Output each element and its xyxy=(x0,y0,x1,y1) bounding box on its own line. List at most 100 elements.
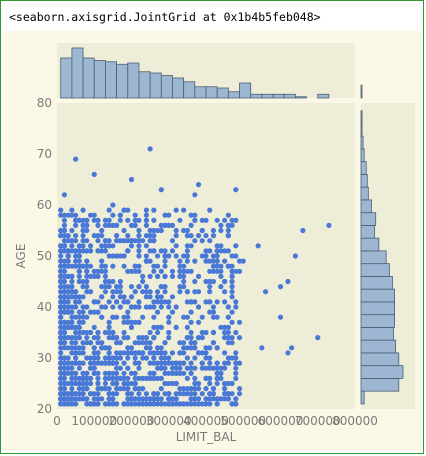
scatter-point xyxy=(84,222,90,228)
scatter-point xyxy=(117,386,123,392)
x-hist-bar xyxy=(272,93,285,99)
scatter-point xyxy=(181,253,187,259)
scatter-point xyxy=(58,304,64,310)
scatter-point xyxy=(76,365,82,371)
scatter-point xyxy=(99,386,105,392)
scatter-point xyxy=(184,268,190,274)
scatter-point xyxy=(102,375,109,381)
scatter-point xyxy=(203,248,209,254)
scatter-point xyxy=(76,324,82,330)
scatter-point xyxy=(158,268,164,274)
scatter-point xyxy=(147,370,153,376)
scatter-point xyxy=(76,335,82,341)
scatter-point xyxy=(91,391,97,397)
scatter-point xyxy=(80,263,86,269)
scatter-point xyxy=(61,340,68,346)
scatter-point xyxy=(76,258,82,264)
scatter-point xyxy=(218,222,224,228)
scatter-point xyxy=(158,299,164,305)
scatter-point xyxy=(162,401,168,407)
scatter-point xyxy=(87,273,94,279)
scatter-point xyxy=(184,248,190,254)
scatter-point xyxy=(233,370,239,376)
scatter-point xyxy=(91,212,97,218)
scatter-point xyxy=(136,243,142,249)
scatter-point xyxy=(84,268,90,274)
scatter-point xyxy=(173,360,179,366)
scatter-point xyxy=(229,355,235,361)
scatter-point xyxy=(169,294,176,300)
y-tick-label: 30 xyxy=(37,351,52,365)
scatter-point xyxy=(73,375,79,381)
scatter-point xyxy=(73,253,79,259)
scatter-point xyxy=(188,212,194,218)
scatter-point xyxy=(225,396,231,402)
scatter-point xyxy=(151,238,157,244)
scatter-point xyxy=(73,258,79,264)
scatter-point xyxy=(80,294,86,300)
x-hist-bar xyxy=(183,81,196,99)
scatter-point xyxy=(80,222,86,228)
scatter-point xyxy=(80,380,86,387)
scatter-point xyxy=(218,396,224,402)
scatter-point xyxy=(192,258,198,264)
scatter-point xyxy=(132,289,138,295)
scatter-point xyxy=(106,207,112,213)
scatter-point xyxy=(169,360,176,366)
scatter-point xyxy=(99,243,105,249)
scatter-point xyxy=(147,401,153,407)
scatter-point xyxy=(102,278,109,285)
scatter-point xyxy=(147,350,153,356)
scatter-point xyxy=(121,329,127,336)
scatter-point xyxy=(84,386,90,392)
scatter-point xyxy=(195,273,202,279)
scatter-point xyxy=(151,335,157,341)
scatter-point xyxy=(121,299,127,305)
scatter-point xyxy=(95,309,101,315)
scatter-point xyxy=(143,294,149,300)
scatter-point xyxy=(87,401,94,407)
scatter-point xyxy=(61,324,68,330)
scatter-point xyxy=(195,289,202,295)
scatter-point xyxy=(162,284,168,290)
scatter-point xyxy=(73,314,79,320)
output-repr-text: <seaborn.axisgrid.JointGrid at 0x1b4b5fe… xyxy=(9,10,321,24)
scatter-point xyxy=(114,370,120,376)
scatter-point xyxy=(58,278,64,285)
scatter-point xyxy=(61,319,68,325)
scatter-point xyxy=(300,227,306,234)
y-hist-bar xyxy=(360,84,363,99)
scatter-point xyxy=(99,263,105,269)
scatter-point xyxy=(158,396,164,402)
scatter-point xyxy=(218,370,224,376)
scatter-point xyxy=(69,380,75,387)
x-hist-bar xyxy=(116,63,129,99)
x-tick-label: 500000 xyxy=(220,414,266,428)
scatter-point xyxy=(121,360,127,366)
scatter-point xyxy=(110,304,116,310)
scatter-point xyxy=(102,238,109,244)
scatter-point xyxy=(61,273,68,279)
scatter-point xyxy=(91,335,97,341)
scatter-point xyxy=(69,273,75,279)
x-tick-label: 200000 xyxy=(109,414,155,428)
y-hist-bar xyxy=(360,288,395,303)
scatter-point xyxy=(151,360,157,366)
scatter-point xyxy=(80,309,86,315)
scatter-point xyxy=(192,192,198,198)
scatter-point xyxy=(84,314,90,320)
scatter-point xyxy=(229,309,235,315)
scatter-point xyxy=(84,401,90,407)
scatter-point xyxy=(154,289,161,295)
scatter-point xyxy=(84,329,90,336)
scatter-point xyxy=(73,294,79,300)
scatter-point xyxy=(199,238,205,244)
scatter-point xyxy=(61,222,68,228)
scatter-point xyxy=(76,268,82,274)
scatter-point xyxy=(102,401,109,407)
x-hist-bar xyxy=(261,93,274,99)
scatter-point xyxy=(99,294,105,300)
scatter-point xyxy=(207,278,213,285)
scatter-point xyxy=(102,263,109,269)
scatter-point xyxy=(61,284,68,290)
